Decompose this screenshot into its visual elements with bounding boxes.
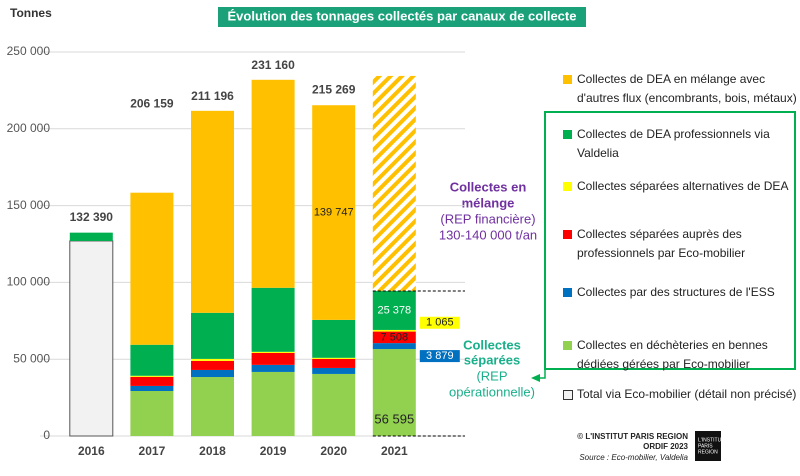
total-label: 215 269	[312, 83, 356, 97]
data-label: 139 747	[314, 206, 354, 218]
footer: Source : Eco-mobilier, Valdelia	[579, 453, 688, 462]
arrow-line	[540, 369, 546, 379]
title-box	[218, 7, 586, 27]
bar-segment	[130, 385, 174, 391]
data-label: 56 595	[374, 411, 414, 426]
bar-segment	[130, 375, 174, 377]
bar-segment	[251, 352, 295, 365]
x-tick-label: 2021	[381, 444, 408, 458]
bar-segment	[130, 390, 174, 436]
annotation: (REP financière)	[440, 211, 535, 226]
bar-segment	[372, 329, 416, 332]
bar-segment	[130, 192, 174, 345]
bar-segment	[191, 369, 234, 378]
bar-segment	[191, 377, 234, 436]
legend-swatch	[563, 75, 572, 84]
legend-label: Collectes séparées auprès des profession…	[577, 227, 746, 260]
total-label: 211 196	[191, 89, 234, 103]
chart-title: Évolution des tonnages collectés par can…	[228, 8, 577, 23]
bar-segment	[191, 360, 234, 370]
y-tick-label: 50 000	[13, 351, 50, 365]
annotation: opérationnelle)	[449, 384, 535, 399]
data-label: 25 378	[377, 304, 411, 316]
arrow-head	[531, 374, 540, 382]
label-box	[419, 316, 460, 329]
legend-label: Total via Eco-mobilier (détail non préci…	[577, 387, 797, 401]
bar-segment	[372, 343, 416, 350]
bar-segment	[372, 290, 416, 330]
x-tick-label: 2019	[260, 444, 287, 458]
y-tick-label: 250 000	[7, 44, 51, 58]
bar-segment	[69, 240, 114, 437]
logo-text: PARIS	[698, 443, 713, 449]
data-label: 1 065	[426, 317, 454, 329]
bar-segment	[251, 371, 295, 436]
legend-label: Collectes de DEA en mélange avec d'autre…	[577, 72, 797, 105]
bar-segment	[312, 357, 356, 359]
y-tick-label: 100 000	[7, 275, 51, 289]
bar-segment	[372, 331, 416, 344]
legend-box	[544, 111, 796, 370]
x-tick-label: 2016	[78, 444, 105, 458]
bar-segment	[130, 344, 174, 376]
legend-swatch	[563, 182, 572, 191]
bar-segment	[251, 287, 295, 352]
bar-segment	[312, 367, 356, 374]
y-tick-label: 0	[43, 428, 50, 442]
annotation: Collectes	[463, 337, 521, 352]
bar-segment	[251, 364, 295, 372]
bar-segment	[372, 75, 416, 291]
bar-segment	[69, 232, 113, 241]
bar-segment	[372, 349, 416, 436]
legend-swatch	[563, 230, 572, 239]
data-label: 3 879	[426, 350, 454, 362]
legend-label: Collectes en déchèteries en bennes dédié…	[577, 338, 768, 371]
logo-text: REGION	[698, 449, 718, 455]
bar-segment	[191, 358, 234, 361]
y-tick-label: 150 000	[7, 198, 51, 212]
bar-segment	[312, 373, 356, 436]
annotation: Collectes en	[450, 179, 527, 194]
footer: ORDIF 2023	[643, 442, 688, 451]
footer: © L'INSTITUT PARIS REGION	[577, 432, 688, 441]
logo-text: L'INSTITUT	[698, 437, 724, 443]
annotation: (REP	[476, 368, 507, 383]
bar-segment	[130, 376, 174, 386]
bar-segment	[191, 312, 234, 359]
annotation: séparées	[464, 352, 520, 367]
legend-swatch	[563, 341, 572, 350]
bar-segment	[312, 358, 356, 368]
legend-swatch	[563, 130, 572, 139]
y-tick-label: 200 000	[7, 121, 51, 135]
legend-label: Collectes par des structures de l'ESS	[577, 285, 775, 299]
bar-segment	[312, 319, 356, 358]
x-tick-label: 2018	[199, 444, 226, 458]
total-label: 132 390	[70, 210, 114, 224]
x-tick-label: 2017	[139, 444, 166, 458]
bar-segment	[312, 105, 356, 320]
legend-label: Collectes de DEA professionnels via Vald…	[577, 127, 770, 160]
annotation: mélange	[462, 195, 515, 210]
legend-label: Collectes séparées alternatives de DEA	[577, 179, 789, 193]
logo	[695, 431, 721, 461]
legend-swatch	[563, 288, 572, 297]
annotation: 130-140 000 t/an	[439, 227, 537, 242]
total-label: 206 159	[130, 97, 174, 111]
data-label: 7 508	[381, 331, 409, 343]
x-tick-label: 2020	[320, 444, 347, 458]
total-label: 231 160	[251, 58, 295, 72]
y-axis-label: Tonnes	[10, 6, 52, 20]
bar-segment	[191, 110, 234, 313]
bar-segment	[251, 79, 295, 288]
legend-swatch	[563, 390, 573, 400]
bar-segment	[251, 351, 295, 353]
label-box	[419, 350, 460, 363]
